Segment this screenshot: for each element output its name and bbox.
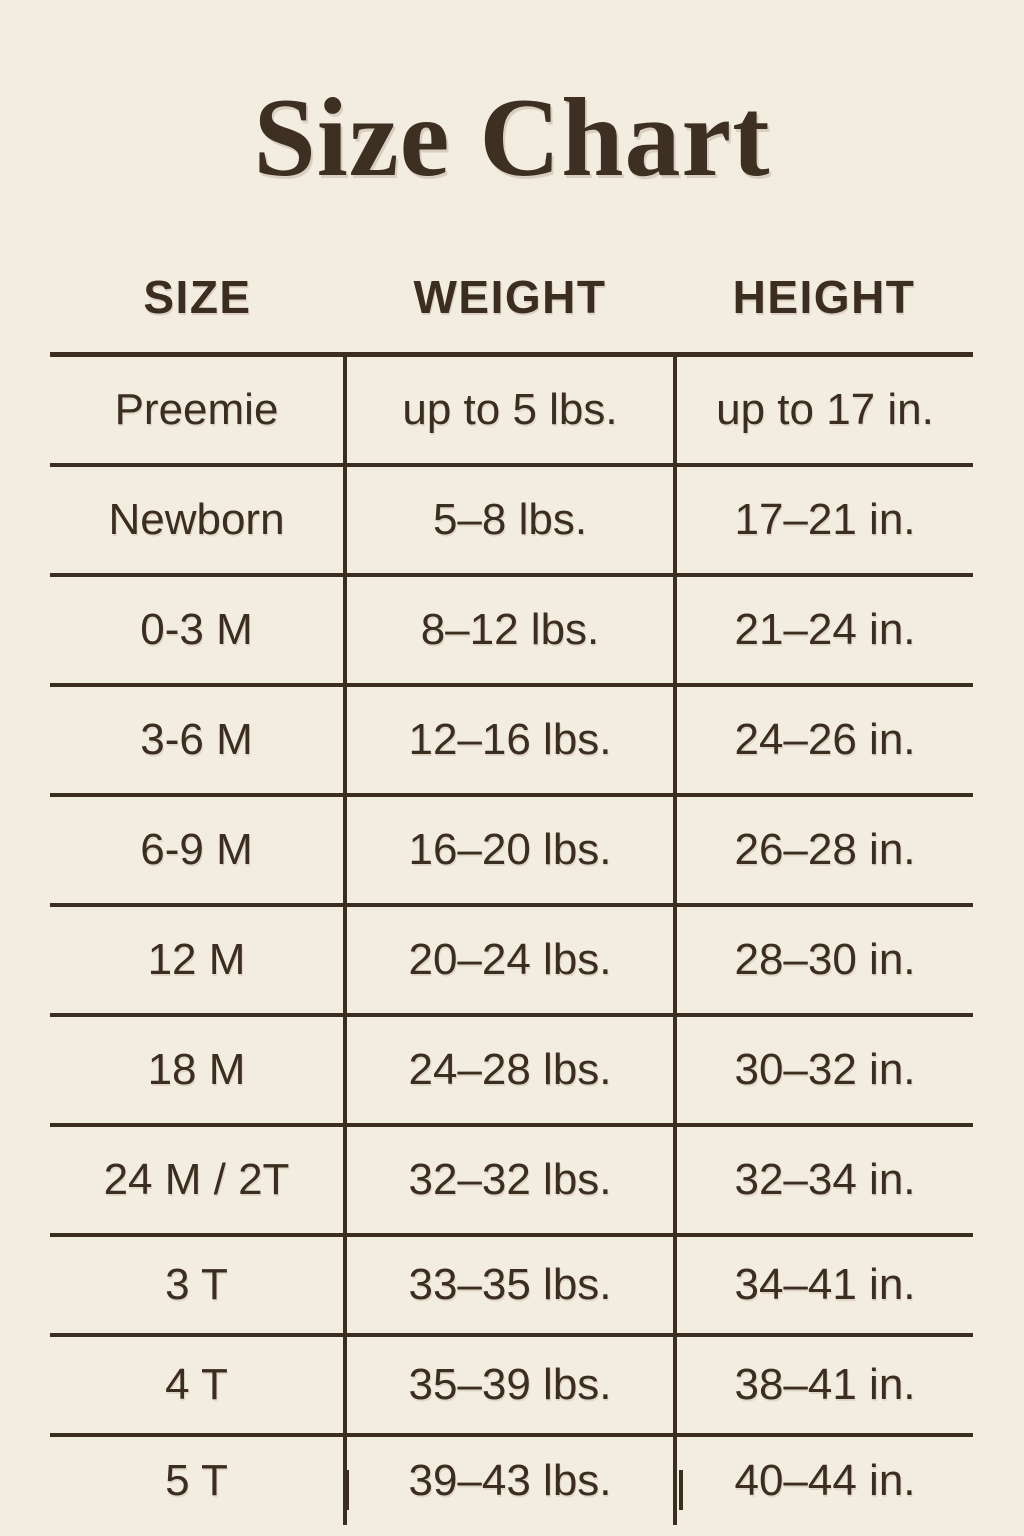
cell-height: 24–26 in.	[675, 685, 973, 797]
cell-size: 24 M / 2T	[50, 1125, 347, 1237]
cell-height: 40–44 in.	[734, 1456, 916, 1505]
cell-height: 26–28 in.	[675, 795, 973, 907]
table-row: 18 M 24–28 lbs. 30–32 in.	[50, 1015, 973, 1127]
cell-weight: 16–20 lbs.	[345, 795, 677, 907]
cell-weight: 39–43 lbs.	[345, 1435, 677, 1525]
cell-weight: 8–12 lbs.	[345, 575, 677, 687]
cell-height: 38–41 in.	[675, 1335, 973, 1437]
cell-size: Preemie	[50, 354, 347, 467]
header-row: SIZE WEIGHT HEIGHT	[50, 270, 973, 355]
table-row: 3 T 33–35 lbs. 34–41 in.	[50, 1235, 973, 1337]
cell-height: 21–24 in.	[675, 575, 973, 687]
cell-size: 3-6 M	[50, 685, 347, 797]
cell-size: 3 T	[50, 1235, 347, 1337]
table-row: 4 T 35–39 lbs. 38–41 in.	[50, 1335, 973, 1437]
cell-size: 18 M	[50, 1015, 347, 1127]
table-row: 24 M / 2T 32–32 lbs. 32–34 in.	[50, 1125, 973, 1237]
cell-height: 34–41 in.	[675, 1235, 973, 1337]
cell-weight: 24–28 lbs.	[345, 1015, 677, 1127]
cell-height: 32–34 in.	[675, 1125, 973, 1237]
table-row: Preemie up to 5 lbs. up to 17 in.	[50, 354, 973, 467]
cell-weight: 32–32 lbs.	[345, 1125, 677, 1237]
cell-height: 30–32 in.	[675, 1015, 973, 1127]
table-row: 5 T 39–43 lbs. 40–44 in.	[50, 1435, 973, 1525]
title-area: Size Chart	[0, 82, 1024, 194]
table-row: 0-3 M 8–12 lbs. 21–24 in.	[50, 575, 973, 687]
table-row: 3-6 M 12–16 lbs. 24–26 in.	[50, 685, 973, 797]
cell-size: Newborn	[50, 465, 347, 577]
column-header-size: SIZE	[143, 271, 252, 323]
cell-weight: 5–8 lbs.	[345, 465, 677, 577]
column-header-height: HEIGHT	[732, 271, 916, 323]
cell-height: up to 17 in.	[675, 354, 973, 467]
table-row: 6-9 M 16–20 lbs. 26–28 in.	[50, 795, 973, 907]
table-row: Newborn 5–8 lbs. 17–21 in.	[50, 465, 973, 577]
cell-size: 4 T	[50, 1335, 347, 1437]
column-divider-stub-right	[679, 1470, 683, 1510]
column-header-weight: WEIGHT	[413, 271, 607, 323]
cell-size: 0-3 M	[50, 575, 347, 687]
column-divider-stub-left	[345, 1470, 349, 1510]
size-table-container: SIZE WEIGHT HEIGHT Preemie up to 5 lbs. …	[50, 270, 973, 1525]
table-header: SIZE WEIGHT HEIGHT	[50, 270, 973, 355]
cell-weight: up to 5 lbs.	[345, 354, 677, 467]
cell-weight: 35–39 lbs.	[345, 1335, 677, 1437]
cell-size: 6-9 M	[50, 795, 347, 907]
cell-size: 12 M	[50, 905, 347, 1017]
cell-weight: 20–24 lbs.	[345, 905, 677, 1017]
cell-size: 5 T	[50, 1435, 347, 1525]
cell-height: 28–30 in.	[675, 905, 973, 1017]
cell-weight: 33–35 lbs.	[345, 1235, 677, 1337]
table-body: Preemie up to 5 lbs. up to 17 in. Newbor…	[50, 354, 973, 1525]
page-title: Size Chart	[253, 76, 771, 200]
cell-height: 17–21 in.	[675, 465, 973, 577]
table-row: 12 M 20–24 lbs. 28–30 in.	[50, 905, 973, 1017]
cell-weight: 12–16 lbs.	[345, 685, 677, 797]
size-table: SIZE WEIGHT HEIGHT Preemie up to 5 lbs. …	[50, 270, 973, 1525]
